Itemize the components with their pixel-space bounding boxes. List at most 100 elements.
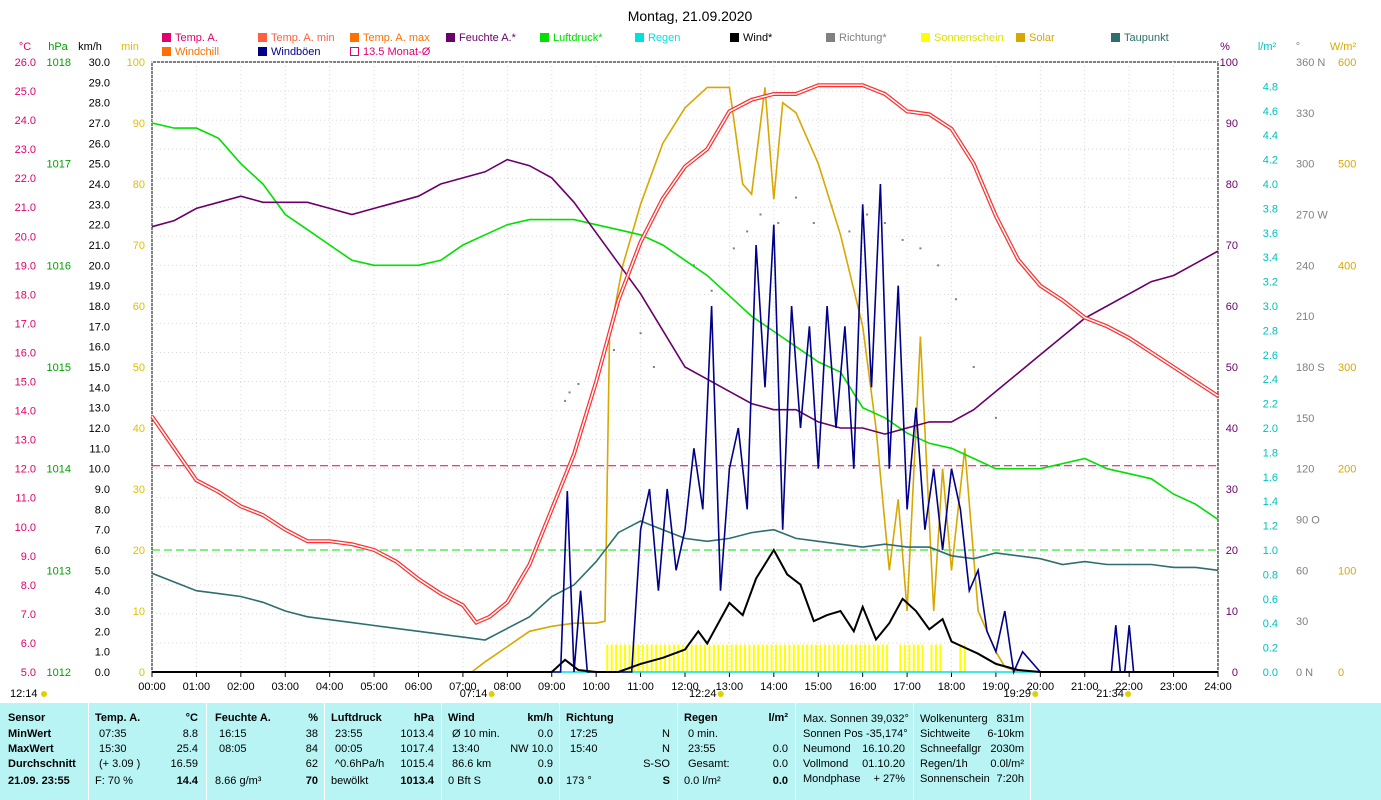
wind-axis-tick-label: 7.0 <box>95 525 110 537</box>
series-feuchte-a-line <box>151 158 1219 435</box>
wind-row-label: 86.6 km <box>452 758 492 770</box>
wind-axis-tick-label: 30.0 <box>89 57 110 69</box>
series-temp-a-inner <box>151 84 1219 624</box>
astro-label: Sonnen Pos -35,174° <box>803 728 908 740</box>
time-tick-label: 11:00 <box>627 681 654 693</box>
legend-swatch <box>162 33 171 42</box>
time-tick-label: 18:00 <box>938 681 966 693</box>
time-tick-label: 02:00 <box>227 681 255 693</box>
sensor-row-label: MaxWert <box>8 743 54 755</box>
wind-unit: km/h <box>527 712 553 724</box>
panel-separator <box>913 703 914 800</box>
direction-point <box>994 416 997 419</box>
legend-label: Wind* <box>743 32 773 44</box>
wind-axis-tick-label: 17.0 <box>89 321 110 333</box>
pressure-row-value: 1013.4 <box>400 728 434 740</box>
temp-axis-tick-label: 10.0 <box>15 522 36 534</box>
legend-item: Temp. A. max <box>350 31 430 45</box>
series-taupunkt-line <box>151 520 1219 641</box>
panel-separator <box>206 703 207 800</box>
rain-row-label: 23:55 <box>688 743 716 755</box>
grid <box>151 61 1219 673</box>
solar-axis-tick-label: 300 <box>1338 362 1356 374</box>
minutes-axis-tick-label: 80 <box>133 179 145 191</box>
humidity-footer-value: 70 <box>305 775 318 787</box>
sensor-header: Sensor <box>8 712 46 724</box>
minutes-axis-tick-label: 70 <box>133 240 145 252</box>
panel-separator <box>441 703 442 800</box>
rain-axis-tick-label: 1.6 <box>1263 472 1278 484</box>
extra-value: 7:20h <box>996 773 1024 785</box>
rain-axis-tick-label: 0.4 <box>1263 618 1278 630</box>
legend-label: Temp. A. min <box>271 32 335 44</box>
direction-point <box>746 230 749 233</box>
direction-row-label: 15:40 <box>570 743 598 755</box>
pressure-footer-label: bewölkt <box>331 775 369 787</box>
series <box>150 83 1220 675</box>
wind-axis-tick-label: 23.0 <box>89 199 110 211</box>
direction-axis-tick-label: 180 S <box>1296 362 1325 374</box>
direction-point <box>577 382 580 385</box>
temp-axis-tick-label: 17.0 <box>15 318 36 330</box>
legend-swatch <box>921 33 930 42</box>
pressure-axis-tick-label: 1017 <box>47 159 71 171</box>
wind-axis-tick-label: 6.0 <box>95 545 110 557</box>
time-tick-label: 15:00 <box>804 681 832 693</box>
rain-row-value: 0.0 <box>772 743 788 755</box>
legend-item: Taupunkt <box>1111 31 1169 45</box>
panel-separator <box>88 703 89 800</box>
pressure-header: Luftdruck <box>331 712 382 724</box>
legend-item: Wind* <box>730 31 772 45</box>
temp-axis-tick-label: 22.0 <box>15 173 36 185</box>
pressure-axis-tick-label: 1012 <box>47 667 71 679</box>
pressure-row-label: ^0.6hPa/h <box>335 758 385 770</box>
marker-sunset: 19:29 <box>1003 688 1031 700</box>
legend-item: Windböen <box>258 45 321 59</box>
rain-axis-tick-label: 3.2 <box>1263 277 1278 289</box>
temp-axis-tick-label: 5.0 <box>21 667 36 679</box>
legend-item: Regen <box>635 31 680 45</box>
solar-axis-tick-label: 500 <box>1338 159 1356 171</box>
humidity-header: Feuchte A. <box>215 712 271 724</box>
panel-separator <box>324 703 325 800</box>
direction-point <box>848 230 851 233</box>
temp-footer-value: 14.4 <box>176 775 198 787</box>
solar-axis-tick-label: 200 <box>1338 464 1356 476</box>
minutes-axis-tick-label: 90 <box>133 118 145 130</box>
direction-axis-tick-label: 90 O <box>1296 515 1320 527</box>
direction-axis-tick-label: 60 <box>1296 565 1308 577</box>
summary-panel: Sensor MinWert MaxWert Durchschnitt 21.09. 2… <box>0 703 1381 800</box>
rain-axis-tick-label: 0.0 <box>1263 667 1278 679</box>
rain-axis-tick-label: 4.4 <box>1263 130 1278 142</box>
wind-axis-tick-label: 0.0 <box>95 667 110 679</box>
wind-axis-tick-label: 24.0 <box>89 179 110 191</box>
temp-axis-tick-label: 20.0 <box>15 231 36 243</box>
time-tick-label: 01:00 <box>183 681 211 693</box>
time-tick-label: 13:00 <box>716 681 744 693</box>
wind-row-value: NW 10.0 <box>510 743 553 755</box>
humidity-axis-tick-label: 60 <box>1226 301 1238 313</box>
rain-footer-value: 0.0 <box>772 775 788 787</box>
wind-axis-tick-label: 16.0 <box>89 342 110 354</box>
solar-axis-tick-label: 0 <box>1338 667 1344 679</box>
direction-header: Richtung <box>566 712 614 724</box>
rain-axis-tick-label: 2.6 <box>1263 350 1278 362</box>
direction-row-value: N <box>662 728 670 740</box>
direction-footer-value: S <box>662 775 670 787</box>
temp-row-value: 25.4 <box>176 743 198 755</box>
direction-point <box>883 221 886 224</box>
rain-axis-tick-label: 2.8 <box>1263 325 1278 337</box>
temp-header: Temp. A. <box>95 712 141 724</box>
pressure-axis-unit: hPa <box>48 41 68 53</box>
wind-axis-tick-label: 22.0 <box>89 220 110 232</box>
humidity-row-value: 38 <box>305 728 318 740</box>
time-tick-label: 10:00 <box>582 681 610 693</box>
marker-moon-set-icon <box>1125 691 1132 697</box>
extra-value: 2030m <box>990 743 1024 755</box>
time-tick-label: 17:00 <box>893 681 921 693</box>
series-wind-line <box>152 548 1218 673</box>
humidity-axis-tick-label: 50 <box>1226 362 1238 374</box>
time-tick-label: 24:00 <box>1204 681 1232 693</box>
direction-axis-tick-label: 330 <box>1296 108 1314 120</box>
rain-axis-tick-label: 2.2 <box>1263 399 1278 411</box>
